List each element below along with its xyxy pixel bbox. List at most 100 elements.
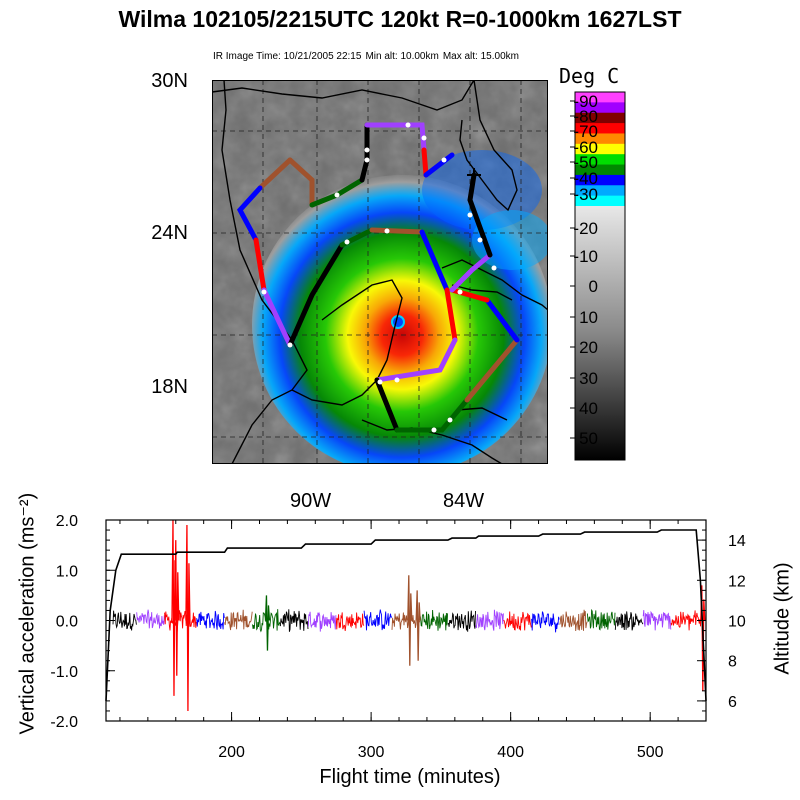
colorbar-tick-label: -30 bbox=[573, 185, 598, 204]
track-segment bbox=[374, 337, 458, 383]
colorbar-frame bbox=[574, 91, 626, 461]
colorbar-tick-label: 10 bbox=[579, 308, 598, 327]
track-segment bbox=[467, 172, 493, 258]
colorbar-tick-label: -60 bbox=[573, 138, 598, 157]
track-segment bbox=[369, 227, 425, 235]
y2-tick-label: 12 bbox=[728, 573, 746, 590]
colorbar-swatch bbox=[575, 174, 625, 186]
y-tick-label: 2.0 bbox=[56, 513, 78, 530]
colorbar-tick-label: -20 bbox=[573, 219, 598, 238]
chart-frame bbox=[105, 519, 707, 722]
colorbar-swatch bbox=[575, 133, 625, 145]
acceleration-series bbox=[112, 610, 137, 631]
track-segment bbox=[253, 237, 267, 293]
colorbar-tick-label: 40 bbox=[579, 399, 598, 418]
max-altitude: Max alt: 15.00km bbox=[442, 51, 519, 62]
lon-label-90w: 90W bbox=[290, 490, 332, 512]
dropsonde-points bbox=[261, 122, 497, 433]
y2-tick-label: 14 bbox=[728, 533, 746, 550]
track-segment bbox=[261, 287, 293, 348]
acceleration-series bbox=[307, 611, 337, 632]
acceleration-spike bbox=[264, 595, 271, 651]
acceleration-series bbox=[391, 612, 421, 630]
acceleration-series bbox=[419, 609, 449, 631]
colorbar-tick-label: -10 bbox=[573, 247, 598, 266]
x-tick-label: 300 bbox=[358, 744, 385, 761]
lat-label-24n: 24N bbox=[151, 222, 188, 244]
chart-title: Wilma 102105/2215UTC 120kt R=0-1000km 16… bbox=[118, 6, 682, 32]
acceleration-series bbox=[279, 609, 309, 632]
track-segment bbox=[421, 147, 429, 178]
y-tick-label: -2.0 bbox=[50, 714, 78, 731]
acceleration-spike bbox=[174, 540, 180, 676]
acceleration-spike bbox=[185, 525, 191, 711]
acceleration-series bbox=[363, 609, 393, 631]
track-segment bbox=[394, 397, 470, 433]
track-segment bbox=[419, 229, 450, 293]
colorbar-tick-label: -80 bbox=[573, 107, 598, 126]
acceleration-series bbox=[475, 609, 504, 631]
acceleration-series bbox=[586, 608, 616, 631]
acceleration-spike bbox=[407, 575, 413, 666]
track-segment bbox=[374, 377, 400, 433]
colorbar-swatch bbox=[575, 154, 625, 166]
acceleration-spike bbox=[700, 585, 706, 691]
colorbar-tick-label: 0 bbox=[589, 277, 598, 296]
track-segment bbox=[464, 337, 520, 403]
colorbar-swatch bbox=[575, 112, 625, 124]
lat-label-30n: 30N bbox=[151, 70, 188, 92]
acceleration-series bbox=[136, 609, 165, 629]
acceleration-series bbox=[164, 610, 197, 632]
acceleration-series bbox=[531, 611, 560, 633]
colorbar-swatch bbox=[575, 102, 625, 114]
track-segment bbox=[484, 297, 520, 343]
colorbar-tick-label: -40 bbox=[573, 169, 598, 188]
x-tick-label: 200 bbox=[218, 744, 245, 761]
colorbar-title: Deg C bbox=[559, 64, 620, 88]
acceleration-series bbox=[642, 610, 672, 631]
map-frame bbox=[212, 80, 548, 464]
colorbar-tick-label: -50 bbox=[573, 153, 598, 172]
colorbar-swatch bbox=[575, 164, 625, 176]
y-axis-label: Vertical acceleration (ms⁻²) bbox=[16, 492, 39, 735]
track-segment bbox=[423, 152, 455, 178]
colorbar-tick-label: -70 bbox=[573, 122, 598, 141]
y-tick-label: -1.0 bbox=[50, 664, 78, 681]
y2-axis-label: Altitude (km) bbox=[771, 562, 794, 675]
x-axis-label: Flight time (minutes) bbox=[319, 766, 501, 788]
acceleration-spike bbox=[415, 590, 421, 661]
colorbar-swatch bbox=[575, 195, 625, 207]
track-segment bbox=[287, 242, 345, 348]
acceleration-series bbox=[196, 610, 225, 630]
acceleration-series bbox=[614, 611, 644, 631]
acceleration-series bbox=[503, 611, 532, 631]
airport-marker-icon bbox=[467, 168, 481, 182]
y2-tick-label: 10 bbox=[728, 614, 746, 631]
track-segment bbox=[257, 157, 293, 191]
colorbar-tick-label: 20 bbox=[579, 338, 598, 357]
track-segment bbox=[364, 122, 427, 153]
x-tick-label: 400 bbox=[497, 744, 524, 761]
colorbar-tick-label: -90 bbox=[573, 92, 598, 111]
track-segment bbox=[449, 252, 493, 293]
y2-tick-label: 6 bbox=[728, 694, 737, 711]
track-segment bbox=[236, 185, 263, 243]
acceleration-series bbox=[447, 610, 476, 632]
coastlines bbox=[212, 80, 548, 464]
altitude-series bbox=[105, 529, 707, 701]
y2-tick-label: 8 bbox=[728, 654, 737, 671]
satellite-map bbox=[212, 80, 548, 464]
y-tick-label: 0.0 bbox=[56, 614, 78, 631]
storm-eye bbox=[391, 315, 405, 329]
chart-subtitle: IR Image Time: 10/21/2005 22:15 Min alt: … bbox=[213, 51, 523, 62]
acceleration-series bbox=[670, 610, 704, 631]
colorbar-tick-label: 30 bbox=[579, 369, 598, 388]
acceleration-series bbox=[335, 612, 365, 631]
lat-label-18n: 18N bbox=[151, 376, 188, 398]
lon-label-84w: 84W bbox=[443, 490, 485, 512]
x-tick-label: 500 bbox=[637, 744, 664, 761]
colorbar-swatch bbox=[575, 185, 625, 197]
min-altitude: Min alt: 10.00km bbox=[365, 51, 439, 62]
image-time: IR Image Time: 10/21/2005 22:15 bbox=[213, 51, 362, 62]
colorbar-grayscale bbox=[575, 206, 625, 460]
